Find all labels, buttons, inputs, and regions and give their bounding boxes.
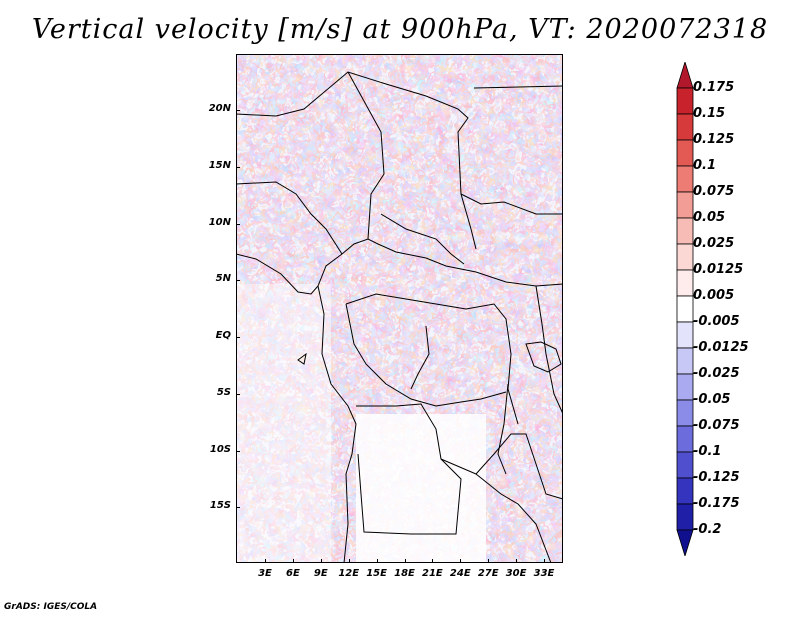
colorbar-segment: [676, 269, 694, 297]
longitude-tick-label: 21E: [422, 568, 443, 579]
colorbar-label: -0.125: [693, 470, 740, 485]
colorbar-segment: [676, 477, 694, 505]
colorbar-segment: [676, 373, 694, 401]
longitude-tick-label: 9E: [313, 568, 328, 579]
colorbar-label: -0.05: [693, 392, 731, 407]
colorbar-bottom-arrow: [676, 529, 694, 556]
colorbar-label: 0.125: [693, 132, 735, 147]
colorbar-segment: [676, 165, 694, 193]
latitude-tick: [236, 280, 240, 282]
colorbar-segment: [676, 243, 694, 271]
colorbar-label: 0.05: [693, 210, 726, 225]
latitude-tick-label: 10S: [209, 443, 231, 455]
colorbar-segment: [676, 347, 694, 375]
software-credit: GrADS: IGES/COLA: [4, 602, 98, 612]
longitude-tick-label: 27E: [477, 568, 499, 579]
longitude-tick: [348, 559, 350, 563]
colorbar-label: 0.1: [693, 158, 717, 173]
colorbar-top-arrow: [676, 62, 694, 89]
latitude-tick-label: 15N: [208, 159, 231, 171]
latitude-tick: [236, 110, 240, 111]
longitude-tick-label: 6E: [285, 568, 300, 579]
longitude-tick: [404, 559, 406, 563]
colorbar-segment: [676, 87, 694, 115]
longitude-tick: [292, 559, 294, 563]
longitude-tick: [320, 559, 322, 563]
colorbar-label: -0.0125: [693, 340, 749, 355]
latitude-tick: [236, 166, 240, 168]
longitude-tick-label: 33E: [533, 568, 555, 579]
map-title: Vertical velocity [m/s] at 900hPa, VT: 2…: [31, 14, 769, 45]
colorbar-segment: [676, 113, 694, 141]
vertical-velocity-field: [236, 54, 563, 563]
longitude-tick-label: 24E: [449, 568, 471, 579]
colorbar-segment: [676, 191, 694, 219]
colorbar-segment: [676, 295, 694, 323]
latitude-tick: [236, 507, 240, 509]
colorbar-segment: [676, 321, 694, 349]
longitude-tick: [432, 559, 434, 563]
longitude-tick-label: 18E: [394, 568, 415, 579]
longitude-tick-label: 15E: [366, 568, 387, 579]
colorbar-label: 0.0125: [693, 262, 744, 277]
colorbar-label: -0.2: [693, 522, 722, 537]
colorbar-segment: [676, 139, 694, 167]
latitude-tick-label: EQ: [215, 330, 231, 341]
colorbar-label: -0.175: [693, 496, 740, 511]
colorbar-label: 0.025: [693, 236, 735, 251]
longitude-tick: [488, 559, 490, 563]
latitude-tick: [236, 393, 240, 395]
latitude-tick: [236, 450, 240, 452]
longitude-tick: [516, 559, 518, 563]
latitude-tick: [236, 223, 240, 225]
longitude-tick: [265, 559, 266, 563]
latitude-tick-label: 5S: [216, 386, 231, 398]
longitude-tick: [460, 559, 462, 563]
longitude-tick-label: 12E: [338, 568, 360, 579]
colorbar-label: -0.005: [693, 314, 740, 329]
colorbar-segment: [676, 451, 694, 479]
longitude-tick: [544, 559, 545, 563]
latitude-tick-label: 20N: [208, 103, 231, 114]
colorbar-segment: [676, 503, 694, 531]
colorbar-label: -0.1: [693, 444, 722, 459]
colorbar-label: 0.175: [693, 80, 735, 95]
latitude-tick-label: 15S: [209, 500, 231, 512]
longitude-tick: [376, 559, 378, 563]
colorbar-segment: [676, 425, 694, 453]
latitude-tick-label: 5N: [215, 273, 231, 285]
longitude-tick-label: 30E: [505, 568, 527, 579]
latitude-tick-label: 10N: [208, 216, 231, 228]
colorbar-label: 0.005: [693, 288, 735, 303]
latitude-tick: [236, 337, 240, 338]
map-panel: [236, 54, 563, 563]
colorbar-label: -0.075: [693, 418, 740, 433]
longitude-tick-label: 3E: [258, 568, 272, 579]
colorbar-segment: [676, 217, 694, 245]
colorbar: [676, 62, 694, 556]
colorbar-label: 0.075: [693, 184, 735, 199]
colorbar-label: -0.025: [693, 366, 740, 381]
colorbar-label: 0.15: [693, 106, 726, 121]
colorbar-segment: [676, 399, 694, 427]
